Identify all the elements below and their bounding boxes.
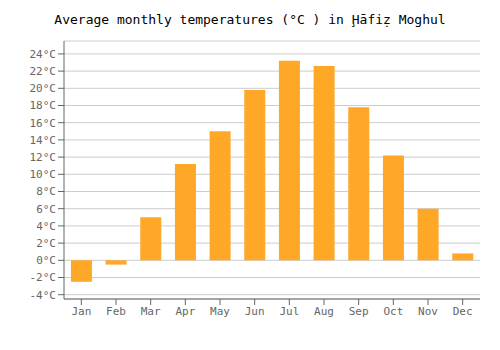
svg-text:4°C: 4°C	[36, 220, 56, 233]
html-text:Average monthly temperatures (: Average monthly temperatures (°C ) in Ḩā…	[54, 12, 446, 27]
svg-text:8°C: 8°C	[36, 185, 56, 198]
svg-text:Oct: Oct	[383, 305, 403, 318]
svg-text:Dec: Dec	[453, 305, 473, 318]
svg-text:Jul: Jul	[279, 305, 299, 318]
svg-text:10°C: 10°C	[30, 168, 57, 181]
svg-text:-4°C: -4°C	[30, 289, 57, 302]
svg-text:2°C: 2°C	[36, 237, 56, 250]
svg-text:14°C: 14°C	[30, 134, 57, 147]
svg-text:12°C: 12°C	[30, 151, 57, 164]
svg-text:24°C: 24°C	[30, 48, 57, 61]
svg-text:Aug: Aug	[314, 305, 334, 318]
svg-text:Jun: Jun	[245, 305, 265, 318]
svg-text:20°C: 20°C	[30, 82, 57, 95]
svg-text:Feb: Feb	[106, 305, 126, 318]
svg-text:0°C: 0°C	[36, 254, 56, 267]
svg-text:6°C: 6°C	[36, 203, 56, 216]
svg-text:16°C: 16°C	[30, 117, 57, 130]
svg-text:Sep: Sep	[349, 305, 369, 318]
svg-text:Mar: Mar	[141, 305, 161, 318]
svg-text:-2°C: -2°C	[30, 271, 57, 284]
svg-text:22°C: 22°C	[30, 65, 57, 78]
svg-text:May: May	[210, 305, 230, 318]
svg-text:Nov: Nov	[418, 305, 438, 318]
svg-text:Apr: Apr	[175, 305, 195, 318]
svg-text:Jan: Jan	[71, 305, 91, 318]
svg-text:18°C: 18°C	[30, 99, 57, 112]
